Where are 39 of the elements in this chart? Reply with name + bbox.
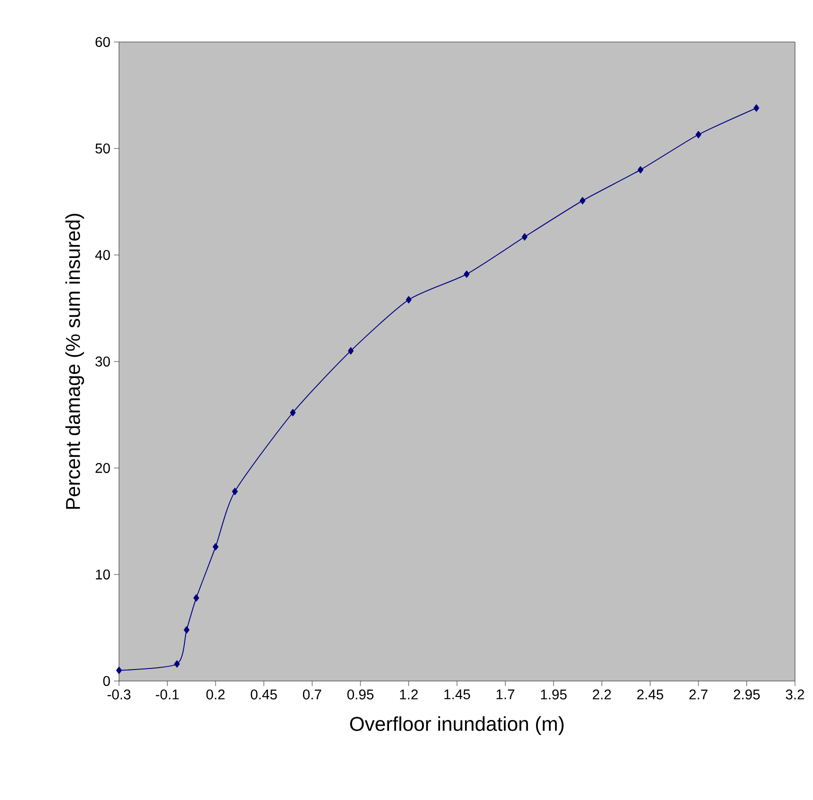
x-tick-label: 2.7 xyxy=(689,690,708,700)
point xyxy=(184,626,190,634)
x-tick-label: -0.1 xyxy=(156,690,179,700)
x-tick-label: -0.3 xyxy=(108,690,130,700)
point xyxy=(174,660,180,668)
y-tick-label: 30 xyxy=(95,356,110,366)
x-tick-label: 1.95 xyxy=(541,690,567,700)
x-tick-label: 1.45 xyxy=(444,690,470,700)
x-tick-label: 0.7 xyxy=(302,690,322,700)
y-tick-label: 40 xyxy=(95,250,110,260)
point xyxy=(290,408,296,416)
y-tick-label: 0 xyxy=(103,676,110,686)
point xyxy=(754,104,760,112)
x-tick-label: 0.95 xyxy=(347,690,374,700)
point xyxy=(638,166,644,174)
y-axis-title: Percent damage (% sum insured) xyxy=(65,214,84,509)
x-axis-title: Overfloor inundation (m) xyxy=(350,716,564,735)
point xyxy=(348,347,354,354)
point xyxy=(212,543,218,550)
y-tick-label: 10 xyxy=(96,570,110,580)
point xyxy=(464,270,470,278)
y-tick-label: 60 xyxy=(96,37,110,47)
x-tick-label: 1.7 xyxy=(496,690,514,700)
x-tick-label: 3.2 xyxy=(786,690,804,700)
point xyxy=(232,488,238,496)
point xyxy=(522,233,528,241)
x-tick-label: 1.2 xyxy=(400,690,418,700)
y-tick-label: 20 xyxy=(96,463,110,473)
point xyxy=(580,197,586,204)
point xyxy=(406,296,412,304)
point xyxy=(116,666,122,674)
point xyxy=(193,594,200,602)
x-tick-label: 2.95 xyxy=(734,690,760,700)
y-tick-label: 50 xyxy=(95,144,110,154)
x-tick-label: 2.45 xyxy=(637,690,664,700)
point xyxy=(696,131,702,138)
x-tick-label: 0.2 xyxy=(206,690,225,700)
x-tick-label: 0.45 xyxy=(250,690,277,700)
x-tick-label: 2.2 xyxy=(592,690,611,700)
